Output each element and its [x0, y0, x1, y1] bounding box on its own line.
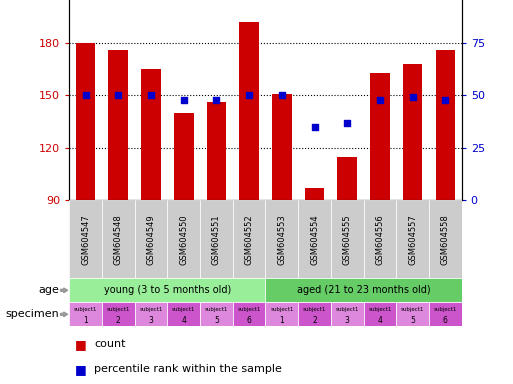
- Text: subject1: subject1: [368, 306, 391, 311]
- Bar: [265, 278, 462, 302]
- Bar: [265, 200, 298, 278]
- Text: 2: 2: [116, 316, 121, 325]
- Text: age: age: [38, 285, 59, 295]
- Bar: [305, 188, 324, 200]
- Point: [245, 92, 253, 98]
- Bar: [331, 302, 364, 326]
- Text: GSM604556: GSM604556: [376, 214, 384, 265]
- Bar: [134, 200, 167, 278]
- Bar: [141, 69, 161, 200]
- Bar: [109, 50, 128, 200]
- Bar: [174, 113, 193, 200]
- Text: 3: 3: [345, 316, 350, 325]
- Text: 3: 3: [149, 316, 153, 325]
- Text: 5: 5: [410, 316, 415, 325]
- Text: subject1: subject1: [74, 306, 97, 311]
- Text: subject1: subject1: [172, 306, 195, 311]
- Text: 6: 6: [247, 316, 251, 325]
- Bar: [102, 302, 134, 326]
- Bar: [436, 50, 455, 200]
- Text: subject1: subject1: [107, 306, 130, 311]
- Bar: [200, 200, 233, 278]
- Bar: [396, 302, 429, 326]
- Point: [310, 124, 319, 130]
- Point: [278, 92, 286, 98]
- Bar: [167, 302, 200, 326]
- Text: specimen: specimen: [5, 310, 59, 319]
- Text: aged (21 to 23 months old): aged (21 to 23 months old): [297, 285, 430, 295]
- Point: [114, 92, 123, 98]
- Bar: [233, 200, 266, 278]
- Text: subject1: subject1: [433, 306, 457, 311]
- Bar: [69, 200, 102, 278]
- Text: GSM604555: GSM604555: [343, 214, 352, 265]
- Point: [441, 96, 449, 103]
- Text: GSM604551: GSM604551: [212, 214, 221, 265]
- Text: percentile rank within the sample: percentile rank within the sample: [94, 364, 282, 374]
- Point: [212, 96, 221, 103]
- Text: 5: 5: [214, 316, 219, 325]
- Text: GSM604547: GSM604547: [81, 214, 90, 265]
- Bar: [239, 22, 259, 200]
- Bar: [364, 200, 396, 278]
- Text: 2: 2: [312, 316, 317, 325]
- Point: [343, 119, 351, 126]
- Text: GSM604549: GSM604549: [147, 214, 155, 265]
- Bar: [403, 64, 422, 200]
- Bar: [331, 200, 364, 278]
- Bar: [69, 302, 102, 326]
- Text: young (3 to 5 months old): young (3 to 5 months old): [104, 285, 231, 295]
- Bar: [233, 302, 266, 326]
- Bar: [298, 200, 331, 278]
- Point: [82, 92, 90, 98]
- Point: [376, 96, 384, 103]
- Text: GSM604550: GSM604550: [179, 214, 188, 265]
- Bar: [207, 102, 226, 200]
- Text: subject1: subject1: [140, 306, 163, 311]
- Bar: [364, 302, 396, 326]
- Text: subject1: subject1: [303, 306, 326, 311]
- Text: 4: 4: [181, 316, 186, 325]
- Point: [408, 94, 417, 101]
- Bar: [76, 43, 95, 200]
- Point: [147, 92, 155, 98]
- Bar: [429, 200, 462, 278]
- Text: subject1: subject1: [270, 306, 293, 311]
- Text: 6: 6: [443, 316, 448, 325]
- Bar: [134, 302, 167, 326]
- Text: GSM604557: GSM604557: [408, 214, 417, 265]
- Bar: [200, 302, 233, 326]
- Text: count: count: [94, 339, 125, 349]
- Text: subject1: subject1: [238, 306, 261, 311]
- Bar: [272, 94, 291, 200]
- Text: 4: 4: [378, 316, 382, 325]
- Text: GSM604554: GSM604554: [310, 214, 319, 265]
- Bar: [167, 200, 200, 278]
- Bar: [429, 302, 462, 326]
- Bar: [298, 302, 331, 326]
- Text: GSM604553: GSM604553: [278, 214, 286, 265]
- Text: ■: ■: [74, 338, 86, 351]
- Point: [180, 96, 188, 103]
- Bar: [338, 157, 357, 200]
- Bar: [69, 278, 265, 302]
- Text: GSM604558: GSM604558: [441, 214, 450, 265]
- Bar: [396, 200, 429, 278]
- Text: subject1: subject1: [205, 306, 228, 311]
- Bar: [370, 73, 390, 200]
- Bar: [102, 200, 134, 278]
- Text: subject1: subject1: [336, 306, 359, 311]
- Text: subject1: subject1: [401, 306, 424, 311]
- Text: 1: 1: [280, 316, 284, 325]
- Text: ■: ■: [74, 362, 86, 376]
- Text: GSM604548: GSM604548: [114, 214, 123, 265]
- Text: 1: 1: [83, 316, 88, 325]
- Bar: [265, 302, 298, 326]
- Text: GSM604552: GSM604552: [245, 214, 253, 265]
